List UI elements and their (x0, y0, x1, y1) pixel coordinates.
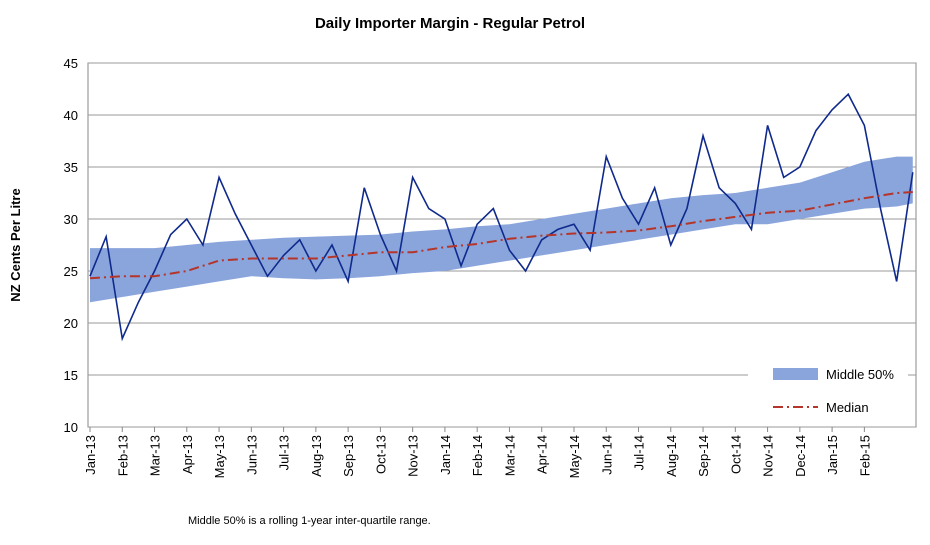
y-tick-label: 25 (64, 264, 78, 279)
x-tick-label: May-14 (567, 435, 582, 478)
x-tick-label: Apr-14 (535, 435, 550, 474)
x-tick-label: Jan-15 (825, 435, 840, 475)
series-line (89, 92, 914, 342)
y-axis-label: NZ Cents Per Litre (8, 188, 23, 301)
x-tick-label: Jan-13 (83, 435, 98, 475)
x-tick-label: Jun-13 (244, 435, 259, 475)
legend-swatch (773, 368, 818, 380)
y-tick-label: 35 (64, 160, 78, 175)
y-tick-label: 45 (64, 56, 78, 71)
series-line (89, 190, 913, 280)
y-tick-label: 20 (64, 316, 78, 331)
x-tick-label: Apr-13 (180, 435, 195, 474)
y-tick-label: 15 (64, 368, 78, 383)
x-tick-label: Feb-14 (470, 435, 485, 476)
x-tick-label: Jul-14 (632, 435, 647, 470)
x-tick-label: Oct-13 (373, 435, 388, 474)
x-tick-label: Mar-14 (502, 435, 517, 476)
x-tick-label: Nov-13 (406, 435, 421, 477)
x-tick-label: Jan-14 (438, 435, 453, 475)
y-tick-label: 10 (64, 420, 78, 435)
x-tick-label: Jun-14 (599, 435, 614, 475)
y-tick-label: 40 (64, 108, 78, 123)
x-tick-label: Mar-13 (148, 435, 163, 476)
x-tick-label: May-13 (212, 435, 227, 478)
x-tick-label: Aug-13 (309, 435, 324, 477)
footnote: Middle 50% is a rolling 1-year inter-qua… (188, 515, 431, 527)
legend-label: Median (826, 400, 869, 415)
x-tick-label: Jul-13 (277, 435, 292, 470)
x-tick-label: Feb-15 (857, 435, 872, 476)
chart-title: Daily Importer Margin - Regular Petrol (315, 15, 585, 32)
x-tick-label: Oct-14 (728, 435, 743, 474)
x-tick-label: Sep-13 (341, 435, 356, 477)
x-tick-label: Nov-14 (761, 435, 776, 477)
legend-label: Middle 50% (826, 367, 894, 382)
x-tick-label: Feb-13 (115, 435, 130, 476)
x-tick-label: Dec-14 (793, 435, 808, 477)
y-tick-label: 30 (64, 212, 78, 227)
x-tick-label: Sep-14 (696, 435, 711, 477)
x-tick-label: Aug-14 (664, 435, 679, 477)
